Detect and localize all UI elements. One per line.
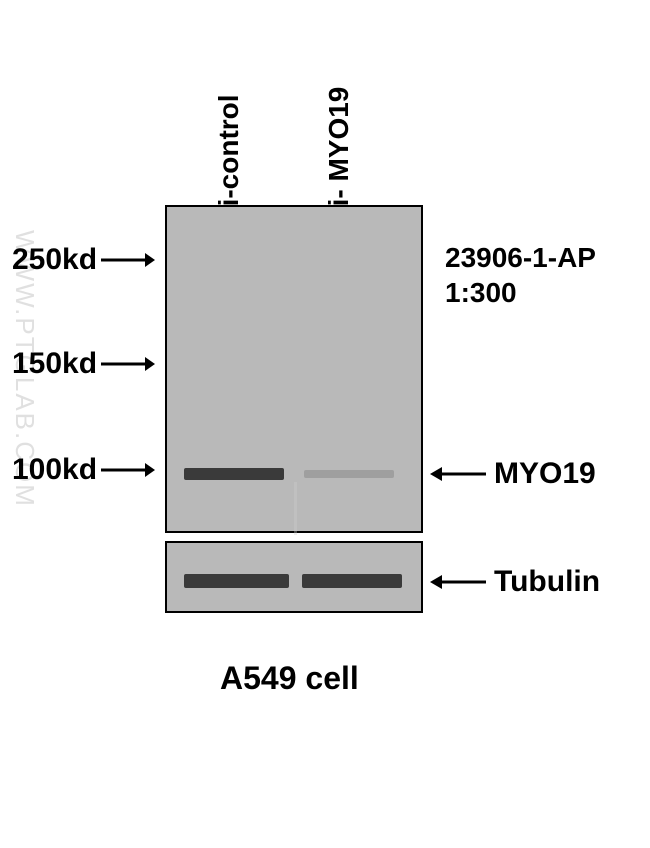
band-label-myo19: MYO19 [430, 457, 596, 491]
band-myo19-control [184, 468, 284, 480]
cell-line-caption: A549 cell [220, 660, 359, 697]
antibody-catalog: 23906-1-AP [445, 240, 596, 275]
band-tubulin-knockdown [302, 574, 402, 588]
antibody-info: 23906-1-AP 1:300 [445, 240, 596, 310]
mw-marker-100: 100kd [12, 453, 155, 487]
lane-label-knockdown: si- MYO19 [323, 87, 355, 222]
blot-panel-tubulin [165, 541, 423, 613]
band-label-tubulin: Tubulin [430, 565, 600, 599]
lane-label-control: si-control [213, 94, 245, 222]
arrow-right-icon [101, 460, 155, 480]
band-label-myo19-text: MYO19 [494, 457, 596, 491]
arrow-left-icon [430, 464, 486, 484]
mw-marker-250: 250kd [12, 243, 155, 277]
arrow-right-icon [101, 250, 155, 270]
band-myo19-knockdown [304, 470, 394, 478]
mw-label-150: 150kd [12, 347, 97, 381]
mw-marker-150: 150kd [12, 347, 155, 381]
arrow-right-icon [101, 354, 155, 374]
band-label-tubulin-text: Tubulin [494, 565, 600, 599]
mw-label-100: 100kd [12, 453, 97, 487]
mw-label-250: 250kd [12, 243, 97, 277]
blot-panel-myo19 [165, 205, 423, 533]
band-tubulin-control [184, 574, 289, 588]
antibody-dilution: 1:300 [445, 275, 596, 310]
figure-container: WWW.PTGLAB.COM si-control si- MYO19 250k… [0, 0, 650, 848]
arrow-left-icon [430, 572, 486, 592]
lane-streak-artifact [294, 482, 297, 535]
